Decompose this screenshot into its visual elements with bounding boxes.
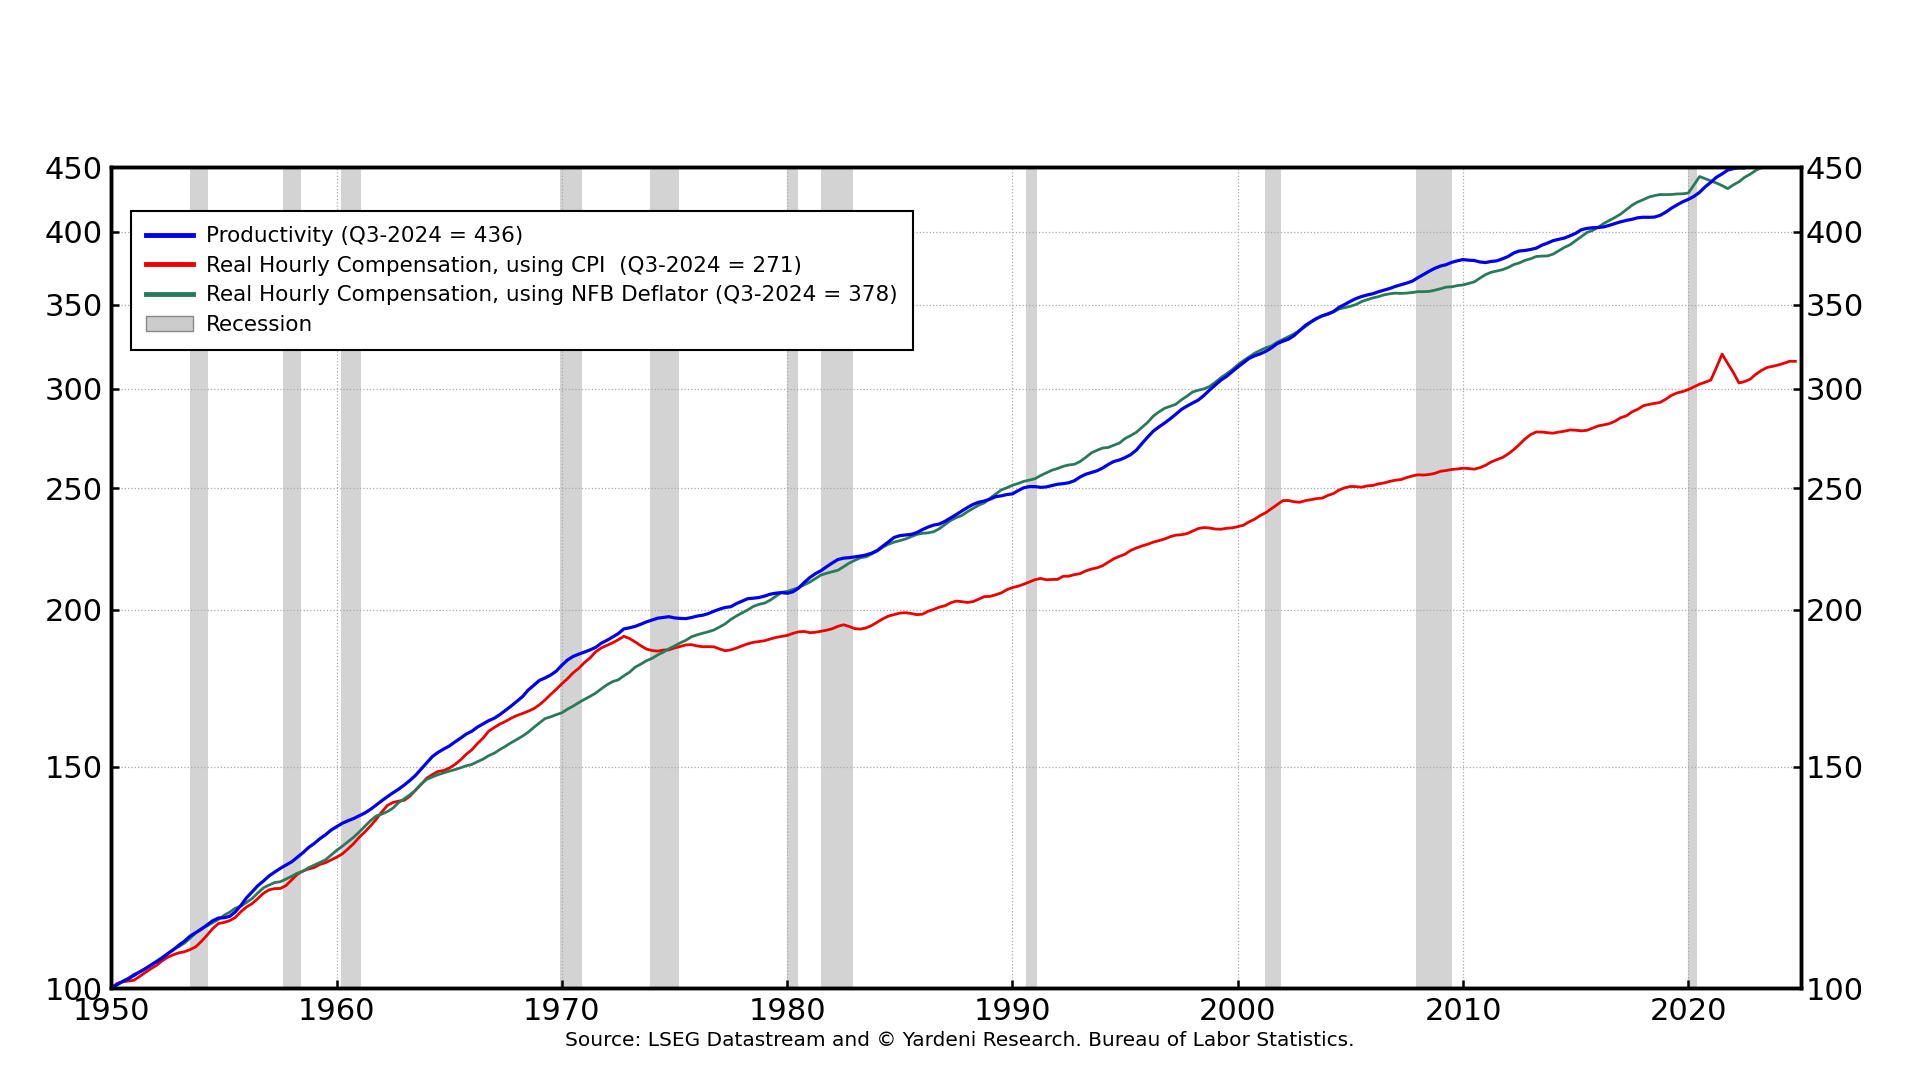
Bar — [1025, 167, 1037, 988]
Bar — [649, 167, 680, 988]
Bar — [559, 167, 582, 988]
Legend: Productivity (Q3-2024 = 436), Real Hourly Compensation, using CPI  (Q3-2024 = 27: Productivity (Q3-2024 = 436), Real Hourl… — [131, 211, 912, 350]
Text: NONFARM BUSINESS PRODUCTIVITY VS REAL HOURLY COMPENSATION: NONFARM BUSINESS PRODUCTIVITY VS REAL HO… — [382, 62, 1530, 90]
Text: Source: LSEG Datastream and © Yardeni Research. Bureau of Labor Statistics.: Source: LSEG Datastream and © Yardeni Re… — [564, 1030, 1356, 1050]
Bar — [282, 167, 301, 988]
Bar — [1688, 167, 1697, 988]
Bar — [1415, 167, 1452, 988]
Bar — [822, 167, 852, 988]
Text: (Q1-1950 = 100, ratio scale): (Q1-1950 = 100, ratio scale) — [747, 118, 1165, 144]
Bar — [787, 167, 799, 988]
Bar — [342, 167, 361, 988]
Bar — [190, 167, 207, 988]
Bar — [1265, 167, 1281, 988]
